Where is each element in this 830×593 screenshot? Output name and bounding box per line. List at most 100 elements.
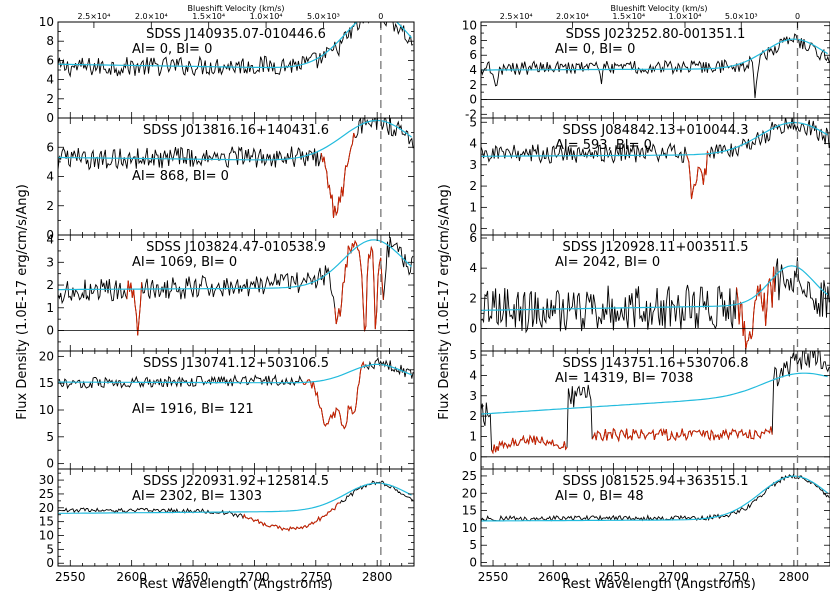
y-tick-label: 4 [46,170,54,184]
y-tick-label: 15 [39,376,54,390]
absorption-trough [736,266,776,350]
x-tick-label: 2650 [178,570,209,584]
spectrum-panel: 0 2 4 6 SDSS J013816.16+140431.6 AI= 868, BI=… [46,117,415,242]
panel-annotation: AI= 2302, BI= 1303 [132,489,262,504]
velocity-tick-label: 2.5×10⁴ [500,12,533,21]
velocity-tick-label: 2.5×10⁴ [78,12,111,21]
spectrum-line [481,33,830,99]
y-tick-label: 3 [469,389,477,403]
y-tick-label: 4 [469,261,477,275]
y-tick-label: 20 [39,501,54,515]
x-tick-label: 2550 [55,570,86,584]
y-tick-label: 1 [46,301,54,315]
plot-area [481,118,830,235]
y-tick-label: 0 [469,93,477,107]
velocity-tick-label: 5.0×10³ [725,12,758,21]
y-tick-label: 30 [39,473,54,487]
panel-title: SDSS J120928.11+003511.5 [563,240,749,255]
y-tick-label: 10 [39,15,54,29]
velocity-tick-label: 1.0×10⁴ [250,12,283,21]
panel-frame [57,468,415,567]
y-tick-label: 25 [462,469,477,483]
y-tick-label: 0 [46,228,54,242]
plot-area [58,235,414,351]
continuum-fit [481,121,828,157]
y-axis-label-right: Flux Density (1.0E-17 erg/cm/s/Ang) [437,184,452,420]
y-tick-label: 8 [469,33,477,47]
y-tick-label: 5 [469,348,477,362]
y-tick-label: 4 [46,73,54,87]
y-tick-label: 10 [462,521,477,535]
continuum-fit [58,363,412,384]
y-tick-label: 5 [469,538,477,552]
y-tick-label: 0 [46,324,54,338]
panel-title: SDSS J023252.80-001351.1 [566,27,746,42]
continuum-fit [58,22,412,69]
velocity-tick-label: 2.0×10⁴ [556,12,589,21]
panel-annotation: AI= 1916, BI= 121 [132,402,254,417]
top-axis-label: Blueshift Velocity (km/s) [188,4,285,13]
y-tick-label: 0 [469,321,477,335]
plot-area [58,22,414,118]
continuum-fit [58,482,412,514]
absorption-trough [320,132,356,218]
velocity-tick-label: 5.0×10³ [307,12,340,21]
absorption-trough [491,434,568,455]
panel-title: SDSS J013816.16+140431.6 [143,123,329,138]
spectrum-panel: 0 1 2 3 4 5 SDSS J143751.16+530706.8AI= 14319,… [469,348,830,470]
x-tick-label: 2750 [718,570,749,584]
y-tick-label: 0 [469,450,477,464]
velocity-tick-label: 0 [378,12,383,21]
y-tick-label: 10 [462,19,477,33]
panel-annotation: AI= 0, BI= 48 [555,489,644,504]
x-tick-label: 2800 [779,570,810,584]
y-tick-label: 15 [39,515,54,529]
spectrum-panel: 0 2 4 6 8 10 2.5×10⁴ 2.0×10⁴ 1.5×10⁴ 1.0×10⁴ 5.0×1… [39,12,415,125]
x-axis-label: Rest Wavelength (Angstroms) [139,577,333,592]
x-axis-label-right: Rest Wavelength (Angstroms) [562,577,756,592]
panel-annotation: AI= 868, BI= 0 [132,169,229,184]
panel-frame [480,468,830,567]
continuum-fit [58,119,412,161]
y-tick-label: 6 [46,140,54,154]
y-tick-label: 2 [469,409,477,423]
panel-title: SDSS J143751.16+530706.8 [563,356,749,371]
y-tick-label: 1 [469,200,477,214]
panel-title: SDSS J081525.94+363515.1 [563,474,749,489]
spectrum-panel: 0 1 2 3 4 5 SDSS J084842.13+010044.3AI= 593, B… [469,115,830,236]
y-tick-label: 5 [46,430,54,444]
velocity-tick-label: 1.5×10⁴ [192,12,225,21]
plot-area [58,351,414,469]
y-tick-label: 10 [39,403,54,417]
y-tick-label: 3 [46,255,54,269]
panel-title: SDSS J103824.47-010538.9 [146,240,326,255]
spectrum-line [481,257,830,350]
panel-annotation: AI= 2042, BI= 0 [555,255,660,270]
panel-annotation: AI= 0, BI= 0 [132,42,212,57]
plot-area [58,118,414,235]
absorption-trough [591,426,773,443]
y-tick-label: 0 [46,457,54,471]
y-tick-label: 4 [469,137,477,151]
plot-area [481,469,830,566]
y-tick-label: 2 [469,78,477,92]
velocity-tick-label: 1.0×10⁴ [669,12,702,21]
y-tick-label: 0 [469,556,477,570]
y-tick-label: 20 [462,486,477,500]
y-tick-label: 3 [469,158,477,172]
y-tick-label: 6 [46,53,54,67]
continuum-fit [481,38,828,71]
velocity-tick-label: 0 [795,12,800,21]
y-tick-label: 2 [46,199,54,213]
panel-annotation: AI= 593, BI= 0 [555,138,652,153]
y-axis-label: Flux Density (1.0E-17 erg/cm/s/Ang) [15,184,30,420]
absorption-trough [685,150,710,200]
plot-area [481,22,830,118]
velocity-tick-label: 2.0×10⁴ [135,12,168,21]
absorption-trough [242,502,341,532]
y-tick-label: 4 [469,63,477,77]
y-tick-label: 2 [46,278,54,292]
spectrum-line [58,480,414,532]
y-tick-label: 15 [462,504,477,518]
absorption-trough [301,360,365,430]
